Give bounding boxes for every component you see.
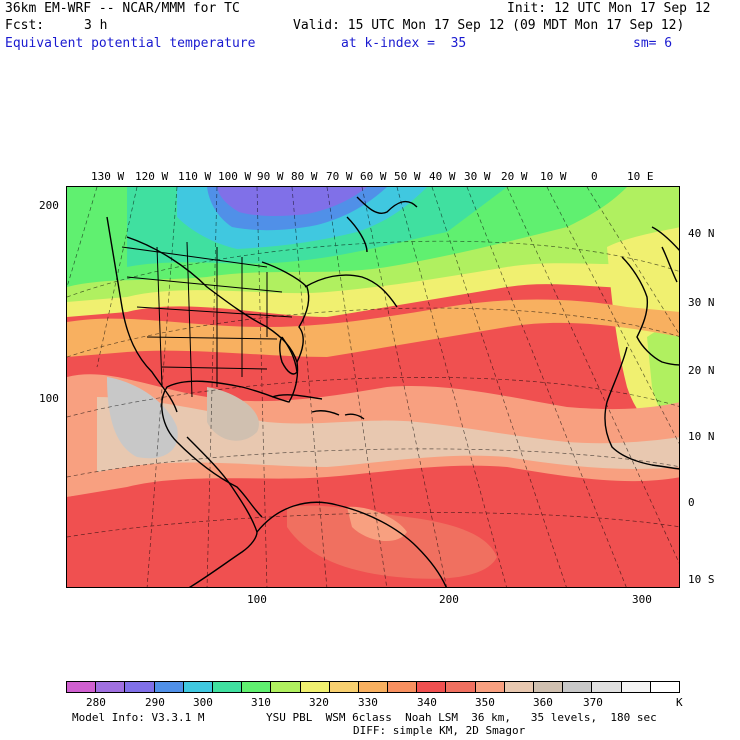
lon-label: 10 W [540, 170, 567, 183]
lon-label: 0 [591, 170, 598, 183]
scale-label: 370 [583, 696, 603, 709]
scale-label: 340 [417, 696, 437, 709]
fcst-value: 3 h [84, 18, 108, 33]
color-scale-bar [66, 681, 680, 693]
valid-time: Valid: 15 UTC Mon 17 Sep 12 (09 MDT Mon … [293, 18, 685, 33]
lat-label: 30 N [688, 296, 715, 309]
color-swatch [271, 682, 301, 692]
color-swatch [300, 682, 330, 692]
physics-info: YSU PBL WSM 6class Noah LSM 36 km, 35 le… [266, 711, 657, 724]
scale-unit: K [676, 696, 683, 709]
lat-label: 10 S [688, 573, 715, 586]
model-info: Model Info: V3.3.1 M [72, 711, 205, 724]
color-swatch [534, 682, 564, 692]
diffusion-info: DIFF: simple KM, 2D Smagor [353, 724, 526, 737]
init-time: Init: 12 UTC Mon 17 Sep 12 [507, 1, 711, 16]
color-swatch [563, 682, 593, 692]
lon-label: 120 W [135, 170, 169, 183]
scale-label: 320 [309, 696, 329, 709]
color-swatch [329, 682, 359, 692]
scale-label: 350 [475, 696, 495, 709]
lat-label: 20 N [688, 364, 715, 377]
color-swatch [125, 682, 155, 692]
k-index: at k-index = 35 [341, 36, 467, 51]
lon-label: 20 W [501, 170, 528, 183]
scale-label: 360 [533, 696, 553, 709]
y-grid-label: 200 [39, 199, 59, 212]
x-grid-label: 100 [247, 593, 267, 606]
lon-label: 90 W [257, 170, 284, 183]
x-grid-label: 200 [439, 593, 459, 606]
x-grid-label: 300 [632, 593, 652, 606]
lat-label: 10 N [688, 430, 715, 443]
scale-label: 290 [145, 696, 165, 709]
color-swatch [212, 682, 243, 692]
lat-label: 0 [688, 496, 695, 509]
lon-label: 130 W [91, 170, 125, 183]
lon-label: 80 W [291, 170, 318, 183]
color-swatch [475, 682, 505, 692]
lon-label: 50 W [394, 170, 421, 183]
scale-label: 300 [193, 696, 213, 709]
color-swatch [96, 682, 126, 692]
lat-label: 40 N [688, 227, 715, 240]
fcst-label: Fcst: [5, 18, 45, 33]
color-swatch [388, 682, 418, 692]
scale-label: 330 [358, 696, 378, 709]
scale-label: 310 [251, 696, 271, 709]
lon-label: 60 W [360, 170, 387, 183]
color-swatch [650, 682, 679, 692]
theta-e-map [66, 186, 680, 588]
color-swatch [417, 682, 447, 692]
color-swatch [242, 682, 272, 692]
lon-label: 40 W [429, 170, 456, 183]
lon-label: 10 E [627, 170, 654, 183]
y-grid-label: 100 [39, 392, 59, 405]
field-name: Equivalent potential temperature [5, 36, 256, 51]
color-swatch [592, 682, 622, 692]
lon-label: 110 W [178, 170, 212, 183]
color-swatch [504, 682, 534, 692]
model-title: 36km EM-WRF -- NCAR/MMM for TC [5, 1, 240, 16]
lon-label: 70 W [326, 170, 353, 183]
color-swatch [67, 682, 97, 692]
color-swatch [154, 682, 184, 692]
color-swatch [621, 682, 651, 692]
color-swatch [358, 682, 389, 692]
scale-label: 280 [86, 696, 106, 709]
color-swatch [183, 682, 213, 692]
lon-label: 100 W [218, 170, 252, 183]
color-swatch [446, 682, 476, 692]
lon-label: 30 W [464, 170, 491, 183]
map-field [67, 187, 679, 587]
smoothing: sm= 6 [633, 36, 673, 51]
